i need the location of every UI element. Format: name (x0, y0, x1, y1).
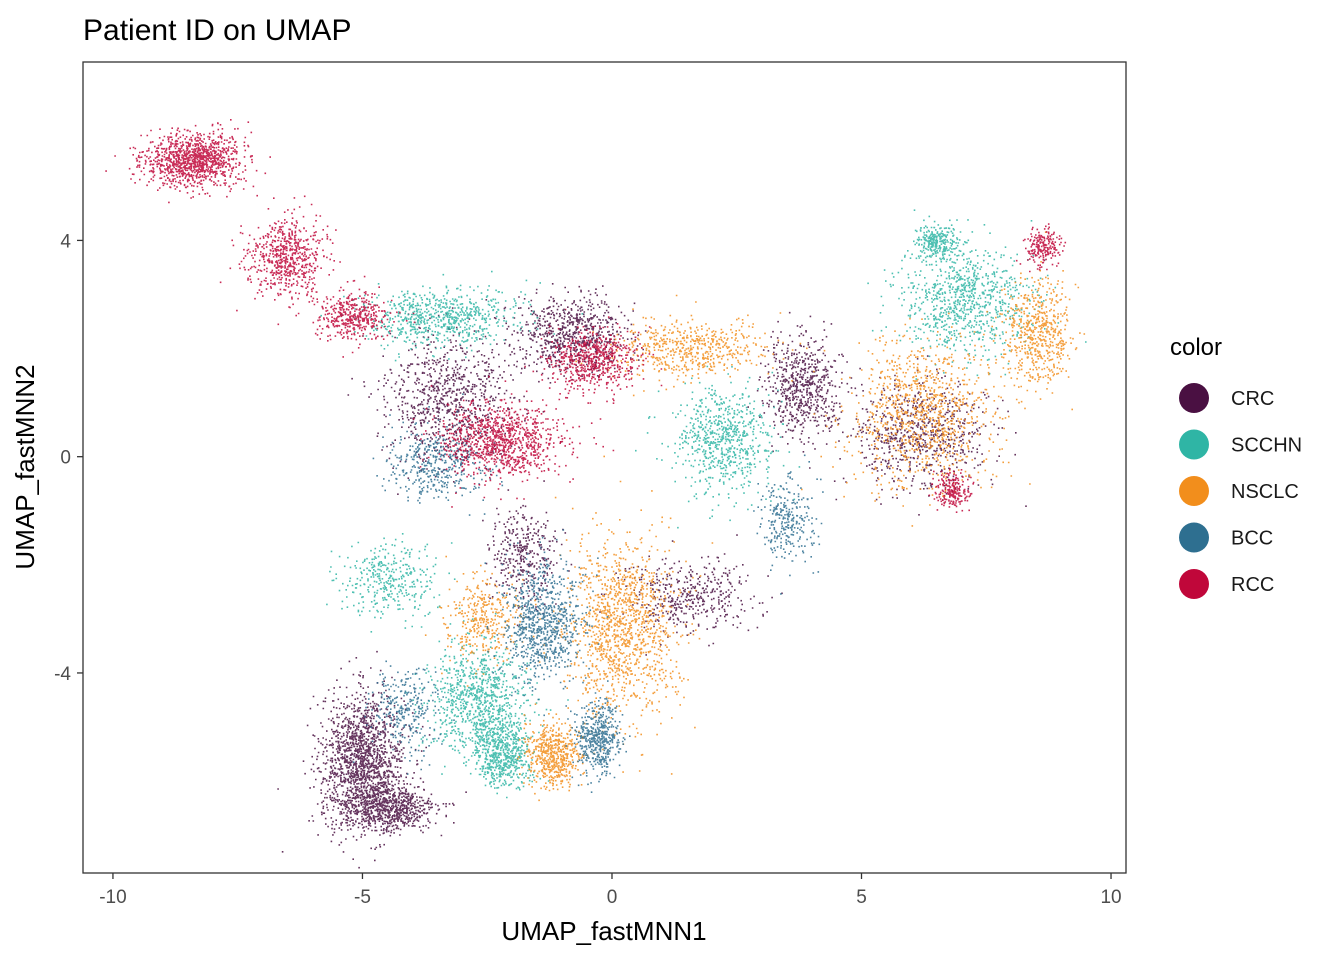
legend-key-rcc (1179, 569, 1209, 599)
legend-label-bcc: BCC (1231, 528, 1273, 550)
x-axis: -10 -5 0 5 10 (99, 873, 1122, 908)
legend-key-bcc (1179, 522, 1209, 553)
x-axis-title: UMAP_fastMNN1 (501, 916, 706, 946)
y-tick-label: -4 (54, 664, 71, 685)
y-tick-label: 4 (60, 231, 71, 252)
x-tick-label: -5 (354, 887, 371, 908)
legend-label-rcc: RCC (1231, 574, 1274, 596)
y-tick-label: 0 (60, 448, 71, 469)
x-tick-label: 5 (856, 887, 867, 908)
legend: color CRC SCCHN NSCLC BCC RCC (1170, 334, 1302, 599)
scatter-points (105, 119, 1087, 869)
legend-label-scchn: SCCHN (1231, 435, 1302, 457)
x-tick-label: -10 (99, 887, 126, 908)
legend-key-crc (1179, 383, 1209, 413)
legend-key-scchn (1179, 429, 1209, 460)
legend-title: color (1170, 334, 1222, 361)
series-points-rcc (105, 119, 1067, 513)
chart-title: Patient ID on UMAP (83, 14, 351, 47)
x-tick-label: 0 (607, 887, 618, 908)
legend-label-crc: CRC (1231, 388, 1274, 410)
y-axis-title: UMAP_fastMNN2 (10, 364, 40, 569)
plot-panel (82, 61, 1127, 874)
legend-key-nsclc (1179, 476, 1209, 506)
y-axis: -4 0 4 (54, 231, 83, 685)
x-tick-label: 10 (1100, 887, 1121, 908)
legend-label-nsclc: NSCLC (1231, 481, 1299, 503)
